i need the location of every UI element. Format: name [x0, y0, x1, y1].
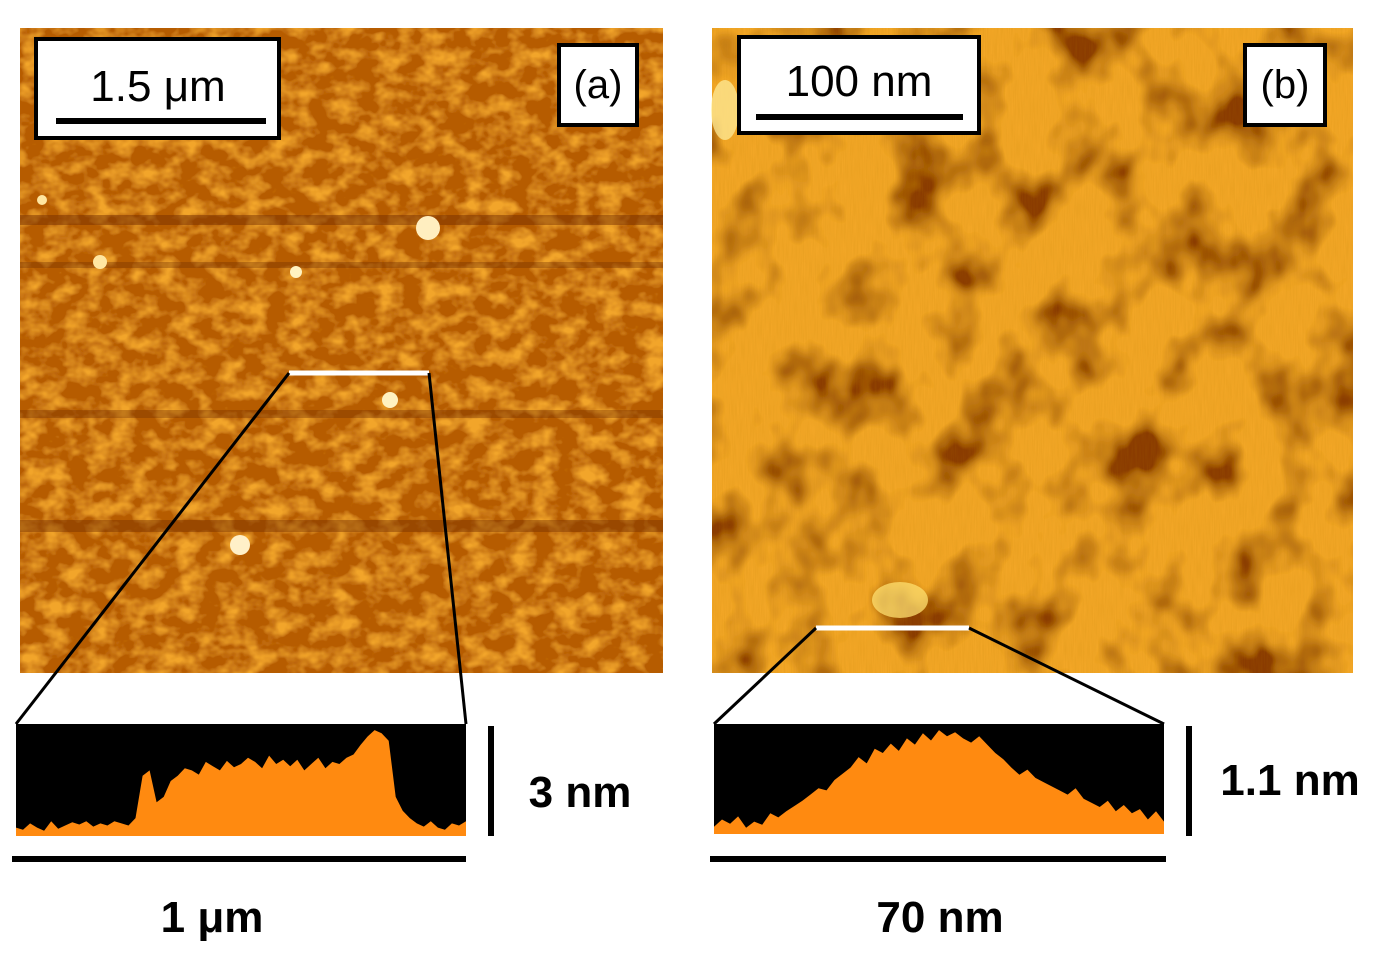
particle [290, 266, 302, 278]
height-profile-b [714, 724, 1164, 834]
height-label-a: 3 nm [529, 768, 632, 817]
scale-bar-label-b: 100 nm [786, 57, 933, 106]
scale-bar-label-a: 1.5 μm [90, 62, 225, 111]
height-label-b: 1.1 nm [1220, 756, 1359, 805]
profile-curve-b [714, 730, 1164, 834]
length-label-b: 70 nm [876, 893, 1003, 942]
particle [382, 392, 398, 408]
profile-curve-a [16, 730, 466, 836]
panel-a: 1.5 μm (a) 3 nm 1 μm [12, 28, 663, 942]
panel-label-b: (b) [1261, 63, 1310, 107]
panel-b: 100 nm (b) 1.1 nm 70 nm [710, 28, 1360, 942]
particle [93, 255, 107, 269]
panel-label-box-b: (b) [1243, 43, 1327, 127]
zoom-connector-left-b [712, 626, 818, 726]
bright-region [872, 582, 928, 618]
particle [37, 195, 47, 205]
height-profile-a [16, 724, 466, 836]
zoom-connector-right-a [427, 372, 468, 725]
panel-label-a: (a) [574, 63, 623, 107]
bright-region [711, 80, 739, 140]
zoom-connector-right-b [968, 626, 1165, 726]
scale-bar-box-a: 1.5 μm [34, 37, 281, 140]
panel-label-box-a: (a) [557, 43, 639, 127]
particle [230, 535, 250, 555]
length-label-a: 1 μm [161, 893, 264, 942]
zoom-connector-left-a [14, 372, 291, 725]
scale-bar-box-b: 100 nm [737, 35, 981, 135]
afm-image-b [711, 28, 1353, 673]
particle [416, 216, 440, 240]
